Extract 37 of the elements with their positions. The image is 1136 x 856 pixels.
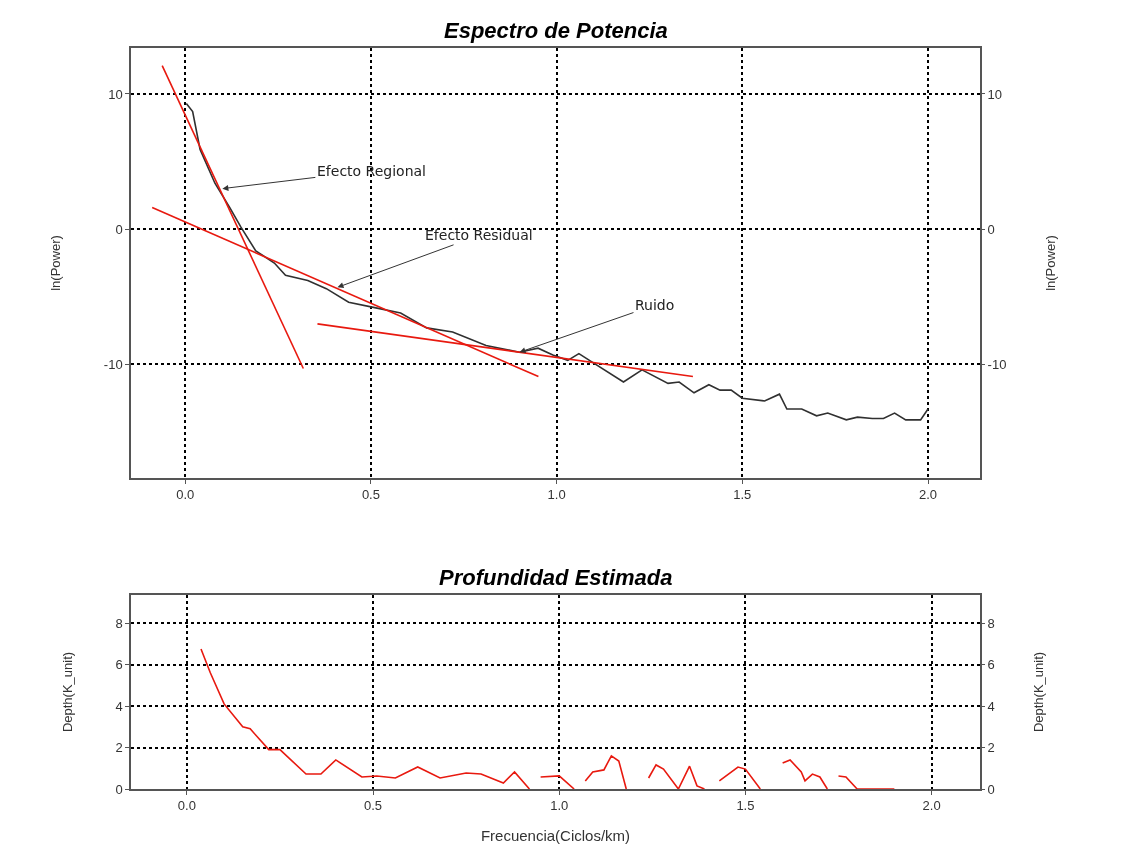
chart-title: Profundidad Estimada (439, 565, 673, 590)
y2-tick-label: 0 (987, 781, 995, 797)
x-tick-label: 0.5 (364, 798, 383, 814)
annotation: Efecto Regional (317, 163, 426, 179)
y-tick-label: 8 (115, 615, 123, 631)
x-tick-label: 2.0 (922, 798, 941, 814)
x-tick-label: 2.0 (918, 487, 938, 503)
x-tick-label: 0.0 (177, 798, 196, 814)
x-tick-label: 1.0 (550, 798, 569, 814)
y-tick-label: 2 (115, 740, 123, 756)
x-tick-label: 1.0 (547, 487, 566, 503)
x-tick-label: 0.5 (361, 487, 380, 503)
x-tick-label: 0.0 (176, 487, 195, 503)
y2-tick-label: 6 (987, 657, 995, 673)
y2-tick-label: 8 (987, 615, 995, 631)
y-tick-label: -10 (103, 356, 123, 372)
x-tick-label: 1.5 (733, 487, 752, 503)
annotation: Ruido (635, 297, 675, 313)
y-tick-label: 0 (115, 781, 123, 797)
y-tick-label: 4 (115, 698, 123, 714)
x-axis-title: Frecuencia(Ciclos/km) (480, 826, 631, 844)
y2-tick-label: 0 (987, 221, 995, 237)
y2-axis-title: Depth(K_unit) (1031, 651, 1047, 733)
y2-tick-label: 2 (987, 740, 995, 756)
y2-tick-label: -10 (987, 356, 1007, 372)
line-series (185, 102, 929, 421)
y2-tick-label: 4 (987, 698, 995, 714)
y-tick-label: 0 (115, 221, 123, 237)
y2-tick-label: 10 (987, 86, 1003, 102)
y-axis-title: Depth(K_unit) (59, 651, 75, 733)
x-tick-label: 1.5 (736, 798, 755, 814)
y2-axis-title: ln(Power) (1043, 235, 1058, 291)
y-tick-label: 10 (108, 86, 123, 102)
chart-title: Espectro de Potencia (444, 18, 668, 43)
annotation: Efecto Residual (425, 227, 533, 243)
y-axis-title: ln(Power) (48, 235, 64, 291)
y-tick-label: 6 (115, 657, 123, 673)
